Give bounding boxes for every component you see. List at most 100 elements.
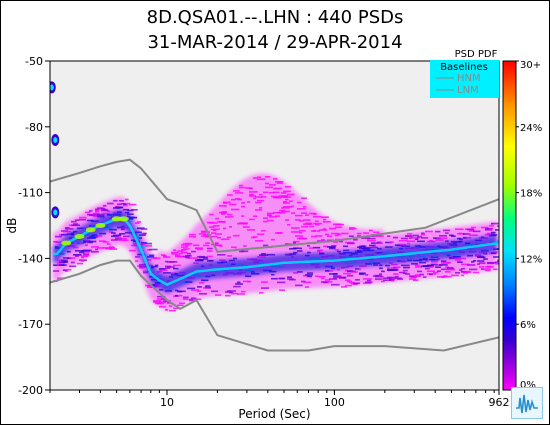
pdf-streak	[273, 191, 280, 194]
pdf-streak	[357, 232, 362, 235]
pdf-streak	[445, 266, 449, 268]
pdf-streak	[363, 278, 372, 280]
pdf-streak	[241, 205, 246, 208]
pdf-streak	[495, 229, 499, 231]
pdf-streak	[381, 270, 385, 273]
pdf-streak	[173, 307, 180, 310]
pdf-streak	[243, 226, 250, 228]
pdf-streak	[125, 211, 130, 214]
pdf-streak	[257, 199, 265, 202]
pdf-streak	[457, 257, 466, 260]
pdf-heatmap	[50, 81, 499, 312]
pdf-streak	[65, 228, 74, 230]
pdf-streak	[325, 279, 331, 281]
pdf-streak	[395, 275, 399, 278]
pdf-streak	[433, 237, 441, 239]
pdf-streak	[229, 226, 232, 228]
pdf-streak	[223, 227, 227, 230]
pdf-streak	[325, 233, 330, 236]
pdf-streak	[313, 229, 317, 232]
pdf-streak	[181, 246, 188, 248]
pdf-streak	[329, 273, 337, 275]
pdf-streak	[255, 196, 263, 198]
pdf-streak	[273, 187, 277, 190]
pdf-streak	[323, 218, 327, 221]
pdf-streak	[349, 281, 355, 284]
pdf-streak	[299, 230, 306, 232]
pdf-streak	[57, 277, 64, 279]
pdf-streak	[53, 270, 60, 272]
pdf-streak	[445, 240, 449, 242]
pdf-streak	[433, 271, 439, 274]
pdf-streak	[119, 200, 124, 202]
pdf-streak	[291, 205, 294, 208]
legend-entry-hnm: HNM	[457, 73, 481, 84]
pdf-streak	[169, 305, 173, 307]
pdf-streak	[415, 238, 419, 241]
pdf-streak	[331, 283, 340, 286]
pdf-streak	[257, 233, 265, 236]
pdf-streak	[211, 228, 220, 231]
pdf-streak	[413, 279, 419, 281]
pdf-streak	[417, 240, 425, 243]
pdf-streak	[161, 298, 166, 300]
pdf-streak	[55, 241, 62, 243]
pdf-streak	[419, 273, 424, 276]
pdf-streak	[95, 248, 99, 251]
pdf-streak	[495, 263, 499, 265]
pdf-streak	[437, 237, 441, 240]
pdf-streak	[113, 234, 122, 237]
pdf-streak	[107, 243, 111, 245]
pdf-streak	[321, 277, 325, 280]
pdf-streak	[311, 235, 317, 238]
pdf-streak	[415, 266, 423, 268]
pdf-streak	[465, 271, 470, 273]
pdf-streak	[333, 241, 339, 243]
pdf-streak	[141, 228, 148, 230]
pdf-streak	[265, 176, 271, 178]
pdf-streak	[429, 239, 434, 242]
pdf-streak	[493, 268, 498, 271]
pdf-streak	[101, 209, 109, 212]
pdf-streak	[219, 221, 226, 223]
pdf-streak	[299, 220, 304, 222]
pdf-streak	[85, 244, 88, 246]
legend-title: PSD PDF	[455, 49, 498, 60]
pdf-streak	[207, 255, 213, 258]
pdf-streak	[199, 258, 204, 261]
pdf-streak	[75, 250, 84, 252]
pdf-streak	[135, 231, 142, 234]
pdf-streak	[249, 195, 257, 197]
pdf-streak	[149, 254, 155, 257]
pdf-streak	[435, 264, 443, 266]
pdf-streak	[339, 276, 347, 279]
pdf-streak	[445, 271, 451, 273]
pdf-streak	[227, 194, 233, 196]
pdf-streak	[297, 208, 306, 210]
pdf-streak	[99, 232, 106, 235]
pdf-streak	[199, 282, 205, 284]
pdf-streak	[151, 285, 158, 288]
pdf-streak	[115, 206, 124, 209]
pdf-streak	[315, 223, 320, 226]
pdf-streak	[343, 245, 349, 248]
pdf-streak	[187, 287, 196, 290]
pdf-streak	[461, 274, 465, 277]
pdf-streak	[233, 285, 241, 288]
pdf-streak	[303, 223, 311, 225]
y-tick-label: -170	[18, 318, 43, 331]
pdf-streak	[391, 280, 395, 282]
y-tick-label: -110	[18, 187, 43, 200]
pdf-streak	[77, 262, 84, 265]
pdf-streak	[203, 244, 209, 247]
pdf-streak	[331, 232, 340, 235]
pdf-streak	[419, 261, 426, 264]
pdf-streak	[265, 182, 270, 185]
pdf-streak	[345, 241, 354, 244]
pdf-streak	[121, 237, 127, 240]
pdf-streak	[123, 239, 129, 241]
colorbar-label: 30+	[520, 60, 541, 71]
pdf-streak	[231, 198, 236, 201]
pdf-streak	[143, 232, 147, 235]
logo-badge	[511, 387, 543, 419]
